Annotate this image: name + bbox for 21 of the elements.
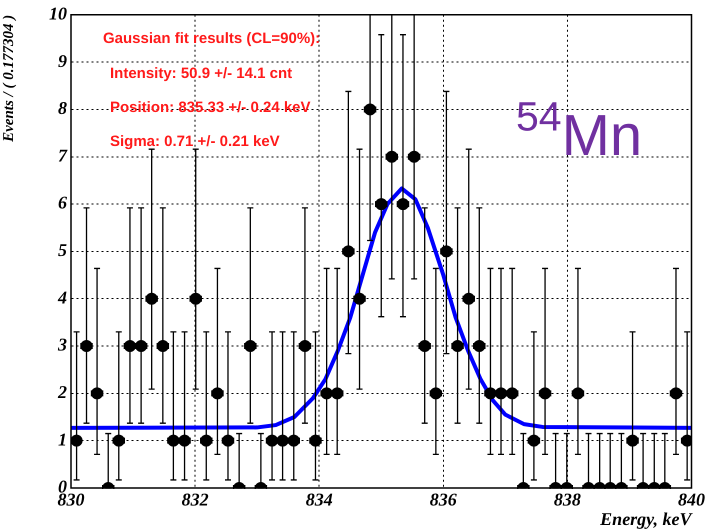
annotation: Position: 835.33 +/- 0.24 keV [110, 99, 311, 116]
y-tick-label: 4 [57, 287, 67, 308]
annotation: Gaussian fit results (CL=90%): [103, 30, 320, 47]
x-axis-title: Energy, keV [599, 508, 694, 529]
y-tick-label: 10 [49, 3, 67, 24]
x-tick-label: 838 [554, 489, 581, 510]
x-tick-label: 836 [430, 489, 457, 510]
x-tick-label: 832 [182, 489, 209, 510]
x-tick-label: 834 [306, 489, 333, 510]
y-tick-label: 5 [58, 240, 67, 260]
annotation: Intensity: 50.9 +/- 14.1 cnt [110, 65, 292, 82]
x-tick-label: 840 [678, 489, 705, 510]
y-tick-label: 1 [58, 429, 67, 450]
y-tick-label: 2 [57, 382, 67, 402]
y-tick-label: 7 [58, 145, 68, 166]
y-tick-label: 6 [58, 192, 67, 213]
y-tick-label: 8 [58, 98, 67, 118]
y-tick-label: 9 [58, 50, 67, 71]
y-axis-title: Events / ( 0.177304 ) [0, 14, 17, 143]
annotation: Sigma: 0.71 +/- 0.21 keV [110, 133, 280, 150]
y-tick-label: 3 [57, 334, 67, 355]
